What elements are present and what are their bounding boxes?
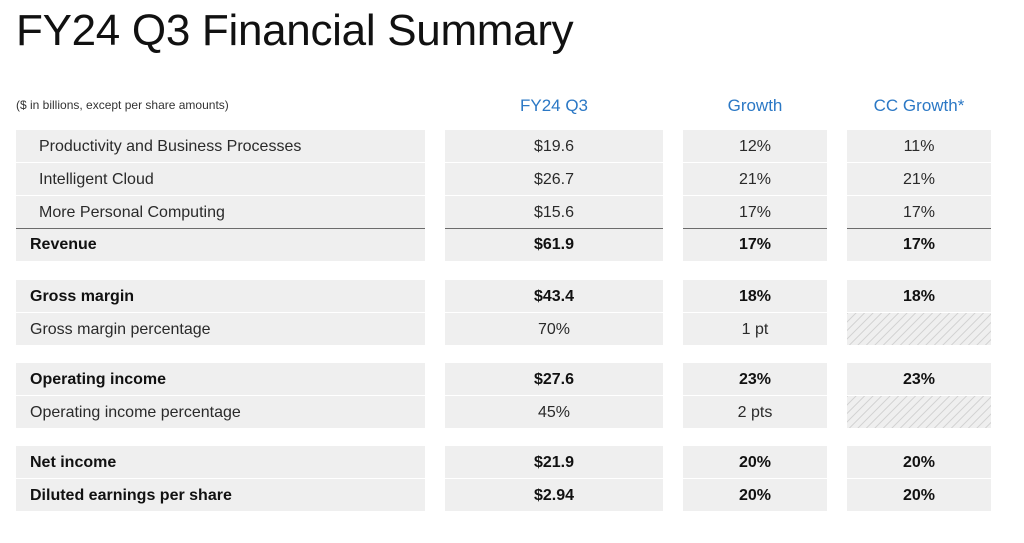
row-label: Productivity and Business Processes	[16, 130, 425, 163]
row-label: Gross margin percentage	[16, 313, 425, 346]
row-growth: 17%	[683, 228, 827, 262]
row-growth: 23%	[683, 363, 827, 396]
column-header-cc-growth: CC Growth*	[873, 96, 965, 115]
row-cc-growth: 20%	[847, 446, 991, 479]
row-label: More Personal Computing	[16, 196, 425, 229]
row-cc-growth: 17%	[847, 196, 991, 229]
row-cc-growth: 21%	[847, 163, 991, 196]
row-value: $21.9	[445, 446, 663, 479]
row-label: Gross margin	[16, 280, 425, 313]
row-growth: 2 pts	[683, 396, 827, 429]
row-label: Diluted earnings per share	[16, 479, 425, 512]
row-growth: 12%	[683, 130, 827, 163]
row-value: $27.6	[445, 363, 663, 396]
row-cc-growth: 20%	[847, 479, 991, 512]
row-cc-growth-na	[847, 313, 991, 346]
row-growth: 21%	[683, 163, 827, 196]
row-cc-growth: 11%	[847, 130, 991, 163]
row-cc-growth: 17%	[847, 228, 991, 262]
row-value: 45%	[445, 396, 663, 429]
row-value: 70%	[445, 313, 663, 346]
page-title: FY24 Q3 Financial Summary	[16, 6, 574, 55]
row-value: $43.4	[445, 280, 663, 313]
row-growth: 20%	[683, 479, 827, 512]
row-label: Operating income	[16, 363, 425, 396]
row-label: Net income	[16, 446, 425, 479]
row-label: Intelligent Cloud	[16, 163, 425, 196]
row-value: $15.6	[445, 196, 663, 229]
column-header-period: FY24 Q3	[519, 96, 589, 115]
row-growth: 17%	[683, 196, 827, 229]
row-growth: 20%	[683, 446, 827, 479]
row-cc-growth: 18%	[847, 280, 991, 313]
row-value: $26.7	[445, 163, 663, 196]
units-note: ($ in billions, except per share amounts…	[16, 98, 229, 112]
row-cc-growth: 23%	[847, 363, 991, 396]
row-label: Operating income percentage	[16, 396, 425, 429]
row-label: Revenue	[16, 228, 425, 262]
row-growth: 18%	[683, 280, 827, 313]
column-header-growth: Growth	[727, 96, 783, 115]
row-cc-growth-na	[847, 396, 991, 429]
row-growth: 1 pt	[683, 313, 827, 346]
row-value: $61.9	[445, 228, 663, 262]
row-value: $19.6	[445, 130, 663, 163]
row-value: $2.94	[445, 479, 663, 512]
